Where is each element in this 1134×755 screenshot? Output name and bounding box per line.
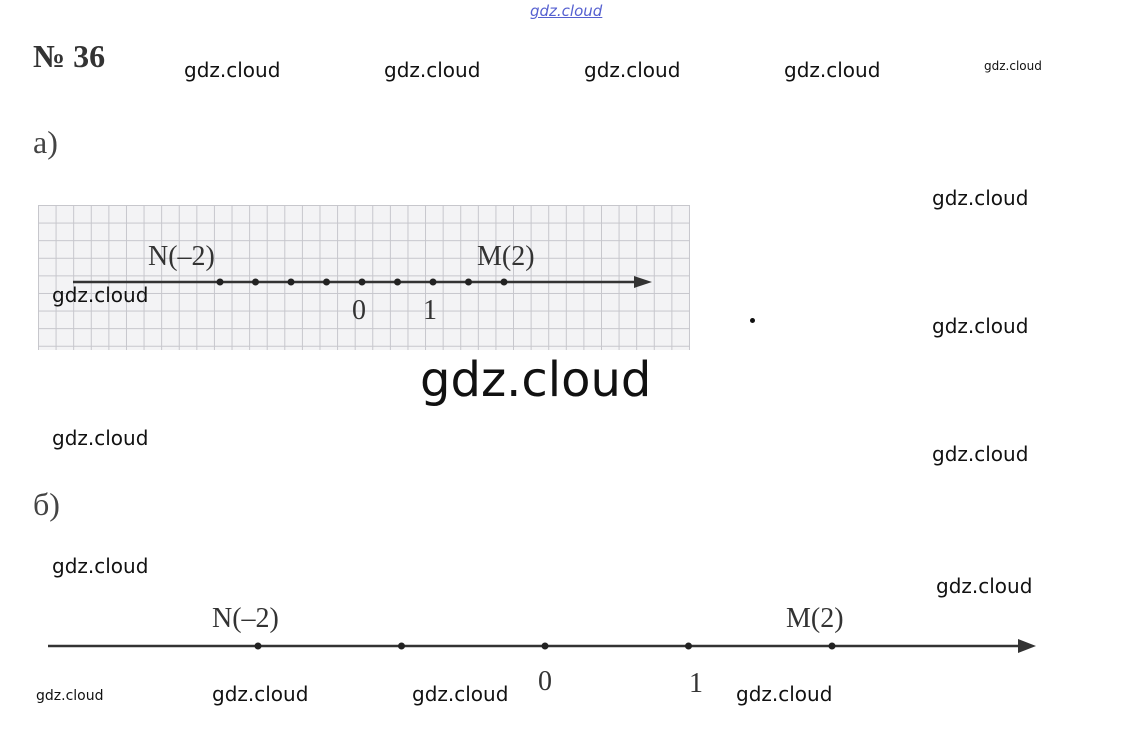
point-0 — [358, 278, 366, 286]
point--1 — [287, 278, 295, 286]
watermark: gdz.cloud — [52, 554, 149, 578]
arrow-b — [1018, 639, 1036, 653]
tick-1-a: 1 — [423, 295, 437, 326]
watermark: gdz.cloud — [52, 426, 149, 450]
point-2 — [828, 642, 836, 650]
watermark: gdz.cloud — [184, 58, 281, 82]
watermark: gdz.cloud — [932, 314, 1029, 338]
header-watermark[interactable]: gdz.cloud — [530, 2, 603, 20]
watermark: gdz.cloud — [932, 442, 1029, 466]
watermark-center: gdz.cloud — [420, 352, 652, 408]
tick-0-b: 0 — [538, 666, 552, 697]
watermark: gdz.cloud — [384, 58, 481, 82]
stray-dot — [750, 318, 755, 323]
watermark: gdz.cloud — [936, 574, 1033, 598]
watermark: gdz.cloud — [412, 682, 509, 706]
watermark: gdz.cloud — [932, 186, 1029, 210]
tick-1-b: 1 — [689, 668, 703, 699]
point-2 — [500, 278, 508, 286]
problem-number: № 36 — [33, 38, 106, 74]
grid-paper-a — [38, 205, 690, 350]
point-m-label-b: M(2) — [786, 603, 844, 634]
watermark: gdz.cloud — [984, 59, 1042, 73]
point-0.5 — [394, 278, 401, 286]
point-n-label-a: N(–2) — [148, 241, 215, 272]
point--1 — [398, 642, 405, 650]
arrow-a — [634, 276, 652, 288]
point--2 — [254, 642, 262, 650]
point-1.5 — [465, 278, 472, 286]
watermark: gdz.cloud — [52, 283, 149, 307]
point--2 — [216, 278, 224, 286]
point-1 — [685, 642, 692, 650]
point--1.5 — [252, 278, 259, 286]
watermark: gdz.cloud — [584, 58, 681, 82]
watermark: gdz.cloud — [784, 58, 881, 82]
part-b-label: б) — [33, 486, 60, 522]
point-m-label-a: M(2) — [477, 241, 535, 272]
watermark: gdz.cloud — [736, 682, 833, 706]
point-1 — [429, 278, 437, 286]
watermark: gdz.cloud — [212, 682, 309, 706]
part-a-label: а) — [33, 124, 58, 160]
tick-0-a: 0 — [352, 295, 366, 326]
point-0 — [541, 642, 549, 650]
point--0.5 — [323, 278, 330, 286]
watermark: gdz.cloud — [36, 688, 104, 704]
point-n-label-b: N(–2) — [212, 603, 279, 634]
